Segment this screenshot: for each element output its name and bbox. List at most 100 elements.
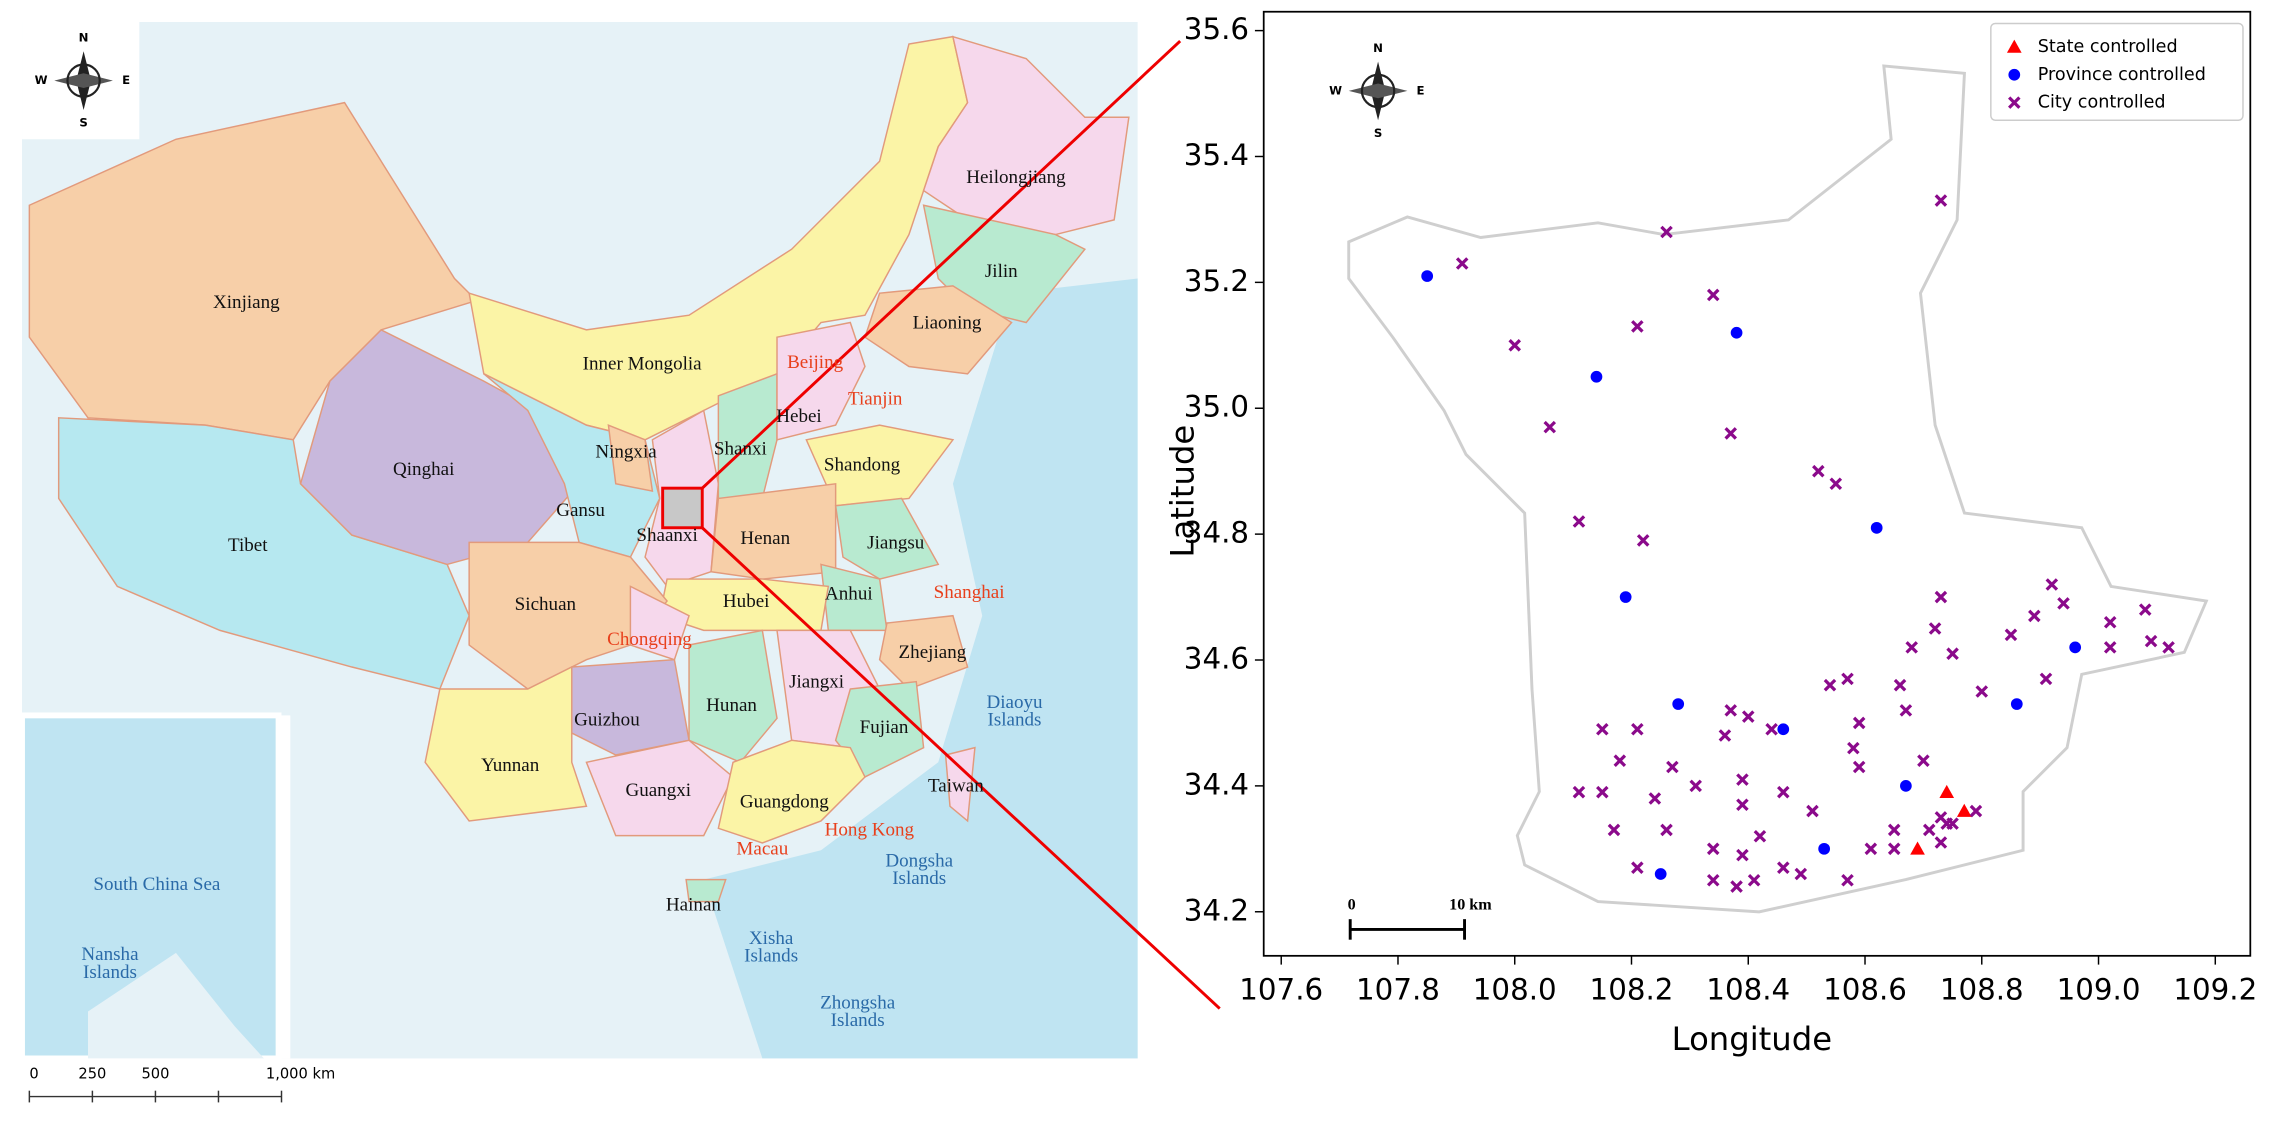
point-x [1572,785,1586,799]
province-label: Yunnan [481,755,540,776]
point-x [1543,420,1557,434]
point-x [1660,225,1673,239]
connector-line [701,39,1182,490]
compass-ring [66,63,101,98]
point-x [1946,817,1959,830]
point-circle [1818,842,1831,855]
point-circle [2010,698,2023,710]
province-label: Hainan [666,894,721,915]
place-label: Islands [988,710,1042,731]
point-x [1753,829,1767,843]
y-tick-label: 34.8 [1184,516,1249,550]
point-x [2103,615,2117,629]
compass-ring [1360,73,1396,109]
map-scale-label: 250 [78,1066,106,1083]
point-x [1777,785,1790,799]
point-x [1613,754,1627,767]
point-x [1660,823,1673,837]
province-label: Anhui [825,584,873,605]
legend-marker [2008,68,2021,81]
region-boundary [1347,64,2209,914]
point-x [1823,678,1837,692]
x-tick-label: 108.2 [1590,972,1674,1006]
point-x [1917,754,1930,767]
legend-marker [2008,96,2021,109]
point-x [1689,779,1702,793]
province-label: Shanxi [714,438,767,459]
point-x [1724,427,1738,440]
inset-land [87,952,264,1059]
point-x [1666,760,1679,774]
point-x [1812,464,1825,478]
y-axis-label: Latitude [1164,425,1202,558]
place-label: Islands [892,868,946,889]
x-tick-label: 108.6 [1823,972,1907,1006]
y-tick-label: 35.4 [1184,138,1249,172]
point-circle [2069,641,2082,654]
point-x [1934,194,1948,207]
province-label: Zhejiang [899,642,967,663]
province-label: Liaoning [913,312,982,333]
place-label: Zhongsha [820,993,896,1014]
point-x [1841,874,1854,887]
province-label: Taiwan [928,776,984,797]
municipality-label: Hong Kong [825,820,915,841]
study-area-box [661,486,704,530]
x-tick-label: 109.0 [2057,972,2141,1006]
map-scale-label: 500 [141,1066,169,1083]
point-x [1508,339,1522,352]
plot-frame [1262,10,2252,957]
province-label: Xinjiang [213,292,280,313]
compass-letter: N [1373,41,1383,55]
sea [703,278,1138,1059]
place-label: Islands [831,1010,885,1031]
point-x [1724,704,1738,717]
point-circle [1672,698,1685,710]
point-x [1934,590,1948,604]
y-tick-label: 34.4 [1184,767,1249,801]
point-x [1765,722,1778,736]
point-x [1847,741,1860,755]
scale-label: 10 km [1449,897,1492,914]
point-x [1455,257,1469,270]
province-label: Tibet [228,535,268,556]
compass-letter: E [122,73,130,87]
province-label: Sichuan [515,594,577,615]
point-x [1718,729,1732,742]
point-x [2138,603,2152,616]
compass-letter: W [35,73,48,87]
province-label: Jiangsu [867,532,925,553]
point-x [1934,836,1948,849]
point-x [1631,722,1644,736]
point-triangle [1956,803,1972,817]
scale-label: 0 [1348,897,1356,914]
point-x [1829,477,1843,491]
municipality-label: Tianjin [848,389,903,410]
y-tick-label: 35.0 [1184,390,1249,424]
point-circle [1777,723,1790,736]
point-x [1841,672,1854,686]
x-tick-label: 108.8 [1940,972,2024,1006]
point-x [2162,641,2175,654]
place-label: Xisha [749,928,794,949]
legend-marker [2006,39,2022,53]
point-x [1887,842,1901,856]
x-tick-label: 108.0 [1473,972,1557,1006]
x-tick-label: 107.8 [1356,972,1440,1006]
point-x [1631,320,1644,333]
point-x [2103,641,2117,654]
province-label: Guangdong [740,792,829,813]
point-x [2039,672,2053,686]
province-shapes [28,35,1130,903]
point-x [1648,792,1662,805]
point-x [2057,597,2070,610]
place-label: South China Sea [93,874,221,895]
point-x [2144,634,2158,648]
province-label: Jilin [985,261,1018,282]
point-x [1794,867,1808,881]
point-x [2004,628,2018,642]
province-label: Hebei [776,406,821,427]
province-label: Guizhou [574,710,640,731]
point-x [1596,785,1609,799]
map-scale-label: 1,000 km [266,1066,335,1083]
